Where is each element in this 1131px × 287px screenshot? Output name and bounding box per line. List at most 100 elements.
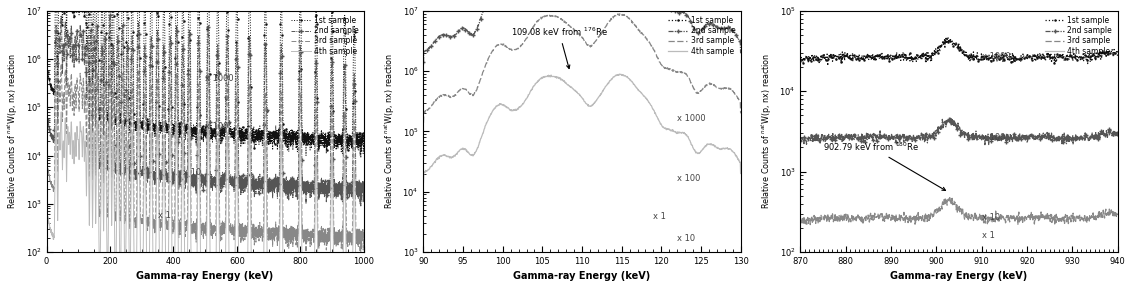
Legend: 1st sample, 2nd sample, 3rd sample, 4th sample: 1st sample, 2nd sample, 3rd sample, 4th … (1044, 15, 1114, 57)
3rd sample (1012, 210, 1026, 214)
Line: 4th sample: 4th sample (49, 112, 364, 287)
3rd sample (1011, 223, 1025, 226)
3rd sample (357, 245, 371, 248)
3rd sample (351, 230, 364, 234)
4th sample (351, 279, 364, 282)
2nd sample (933, 125, 947, 129)
Legend: 1st sample, 2nd sample, 3rd sample, 4th sample: 1st sample, 2nd sample, 3rd sample, 4th … (290, 15, 360, 57)
4th sample (545, 75, 559, 78)
Text: x 10: x 10 (677, 234, 696, 243)
3rd sample (163, 128, 176, 131)
3rd sample (1047, 218, 1061, 222)
4th sample (556, 79, 570, 83)
Text: x 10: x 10 (183, 168, 201, 177)
4th sample (634, 91, 648, 95)
2nd sample (943, 117, 957, 120)
1st sample (163, 31, 176, 35)
1st sample (354, 156, 368, 160)
X-axis label: Gamma-ray Energy (keV): Gamma-ray Energy (keV) (513, 272, 650, 282)
2nd sample (449, 32, 463, 36)
3rd sample (614, 12, 628, 15)
1st sample (1012, 57, 1026, 61)
Y-axis label: Relative Counts of $^{nat}$W(p, nx) reaction: Relative Counts of $^{nat}$W(p, nx) reac… (6, 53, 20, 210)
4th sample (943, 277, 957, 280)
2nd sample (664, 9, 677, 12)
4th sample (416, 181, 430, 184)
Line: 4th sample: 4th sample (801, 278, 1117, 287)
1st sample (96, 24, 110, 27)
3rd sample (664, 68, 677, 71)
Text: 902.79 keV from $^{180}$Re: 902.79 keV from $^{180}$Re (823, 141, 946, 191)
1st sample (827, 53, 840, 57)
Y-axis label: Relative Counts of $^{nat}$W(p, nx) reaction: Relative Counts of $^{nat}$W(p, nx) reac… (382, 53, 397, 210)
Line: 1st sample: 1st sample (423, 0, 742, 3)
4th sample (176, 139, 190, 143)
Line: 1st sample: 1st sample (48, 0, 364, 159)
4th sample (77, 151, 90, 154)
2nd sample (77, 54, 90, 58)
1st sample (821, 64, 835, 67)
Line: 3rd sample: 3rd sample (801, 197, 1117, 225)
2nd sample (42, 119, 55, 122)
2nd sample (354, 204, 368, 208)
3rd sample (922, 214, 935, 217)
4th sample (317, 281, 330, 284)
Y-axis label: Relative Counts of $^{nat}$W(p, nx) reaction: Relative Counts of $^{nat}$W(p, nx) reac… (759, 53, 774, 210)
4th sample (449, 153, 463, 156)
Line: 3rd sample: 3rd sample (49, 64, 364, 254)
2nd sample (734, 52, 748, 55)
1st sample (42, 70, 55, 73)
Text: x 1: x 1 (654, 212, 666, 221)
4th sample (163, 176, 176, 180)
Text: x 1000: x 1000 (205, 74, 234, 83)
1st sample (1111, 55, 1124, 59)
3rd sample (1111, 212, 1124, 216)
Line: 1st sample: 1st sample (800, 36, 1119, 67)
4th sample (96, 168, 110, 172)
3rd sample (77, 102, 90, 106)
1st sample (1042, 51, 1055, 54)
Text: x 1000: x 1000 (982, 52, 1010, 61)
1st sample (416, 0, 430, 4)
2nd sample (978, 143, 992, 146)
Legend: 1st sample, 2nd sample, 3rd sample, 4th sample: 1st sample, 2nd sample, 3rd sample, 4th … (667, 15, 736, 57)
3rd sample (734, 112, 748, 115)
X-axis label: Gamma-ray Energy (keV): Gamma-ray Energy (keV) (137, 272, 274, 282)
Text: x 1: x 1 (982, 231, 994, 240)
2nd sample (351, 182, 364, 185)
2nd sample (416, 60, 430, 64)
3rd sample (794, 218, 808, 221)
3rd sample (826, 216, 839, 219)
2nd sample (103, 14, 116, 17)
1st sample (794, 60, 808, 63)
Text: x 1000: x 1000 (677, 114, 706, 123)
Line: 2nd sample: 2nd sample (46, 13, 365, 208)
Line: 2nd sample: 2nd sample (798, 116, 1120, 147)
1st sample (934, 43, 948, 47)
3rd sample (556, 18, 570, 22)
4th sample (734, 172, 748, 175)
Text: x 100: x 100 (982, 133, 1005, 141)
Text: x 100: x 100 (205, 122, 228, 131)
2nd sample (1042, 132, 1055, 135)
4th sample (103, 110, 116, 114)
2nd sample (96, 72, 110, 75)
2nd sample (1047, 137, 1061, 141)
Text: 109.08 keV from $^{176}$Re: 109.08 keV from $^{176}$Re (511, 26, 607, 69)
Text: x 1: x 1 (157, 211, 171, 220)
3rd sample (42, 167, 55, 170)
3rd sample (545, 14, 559, 18)
2nd sample (317, 185, 330, 188)
2nd sample (794, 140, 808, 143)
4th sample (664, 129, 677, 133)
1st sample (940, 35, 953, 39)
4th sample (42, 215, 55, 218)
2nd sample (176, 43, 190, 46)
3rd sample (103, 62, 116, 65)
2nd sample (1111, 135, 1124, 139)
4th sample (670, 131, 683, 134)
1st sample (317, 136, 330, 140)
4th sample (934, 285, 948, 287)
3rd sample (96, 120, 110, 124)
3rd sample (944, 196, 958, 199)
